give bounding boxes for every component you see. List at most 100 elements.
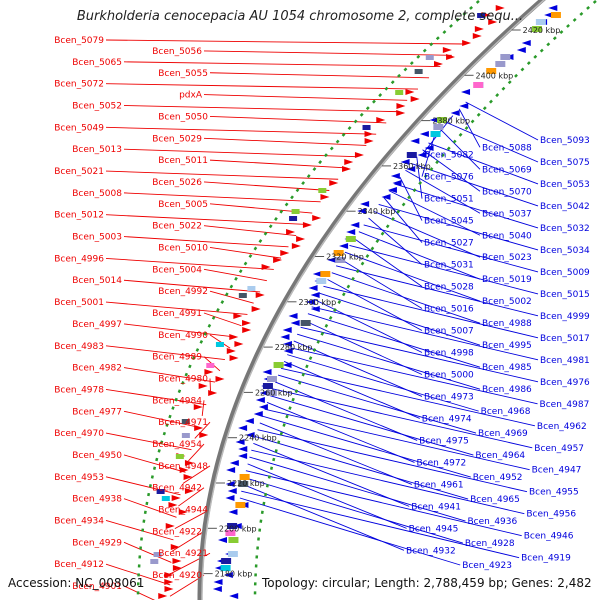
reverse-gene-label: Bcen_5019 (482, 275, 532, 285)
forward-gene-label: Bcen_5010 (158, 243, 208, 253)
forward-gene-arrow (164, 572, 174, 578)
forward-gene-arrow (273, 257, 283, 263)
reverse-label-connector (264, 408, 530, 471)
reverse-label-connector (446, 122, 539, 163)
reverse-label-connector (293, 340, 423, 397)
feature-block (291, 209, 300, 214)
forward-gene-arrow (171, 495, 181, 501)
forward-label-connector (209, 115, 387, 124)
feature-block (206, 363, 215, 368)
reverse-label-connector (275, 381, 418, 441)
reverse-gene-label: Bcen_4952 (473, 473, 523, 483)
forward-label-connector (105, 388, 207, 406)
feature-block (425, 55, 434, 60)
position-tick-label: 2420 kbp (523, 26, 561, 35)
reverse-label-connector (353, 238, 423, 287)
reverse-gene-arrow (417, 152, 427, 158)
reverse-label-connector (410, 163, 539, 207)
forward-label-connector (105, 432, 192, 451)
forward-gene-arrow (462, 40, 472, 46)
reverse-gene-label: Bcen_4946 (524, 532, 574, 542)
position-tick-label: 2240 kbp (239, 434, 277, 443)
forward-gene-label: Bcen_5013 (72, 145, 122, 155)
position-tick-label: 2300 kbp (298, 298, 336, 307)
reverse-label-connector (458, 108, 481, 148)
forward-label-connector (123, 192, 321, 203)
feature-block (395, 90, 404, 95)
forward-gene-arrow (354, 152, 364, 158)
forward-gene-label: Bcen_5065 (72, 58, 122, 68)
forward-gene-arrow (242, 320, 252, 326)
forward-gene-label: Bcen_4912 (54, 560, 104, 570)
forward-gene-arrow (229, 334, 239, 340)
forward-gene-label: Bcen_4929 (72, 538, 122, 548)
gene-labels: Bcen_5079 Bcen_5056 Bcen_5065 Bcen_5055 Bcen… (54, 36, 590, 592)
reverse-gene-arrow (253, 411, 263, 417)
forward-gene-arrow (405, 89, 415, 95)
reverse-gene-label: Bcen_5093 (540, 136, 590, 146)
reverse-label-connector (319, 292, 481, 346)
reverse-gene-label: Bcen_5015 (540, 290, 590, 300)
forward-gene-label: Bcen_4991 (152, 309, 202, 319)
forward-gene-label: Bcen_5001 (54, 298, 104, 308)
feature-block (333, 250, 344, 256)
forward-gene-label: Bcen_5050 (158, 112, 208, 122)
forward-gene-arrow (233, 313, 243, 319)
forward-gene-arrow (172, 565, 182, 571)
reverse-label-connector (262, 415, 471, 478)
forward-gene-label: Bcen_5052 (72, 102, 122, 112)
feature-block (220, 565, 231, 571)
reverse-label-connector (251, 449, 525, 515)
reverse-gene-arrow (548, 5, 558, 11)
feature-block (262, 383, 273, 389)
reverse-gene-arrow (258, 404, 268, 410)
forward-gene-label: Bcen_4983 (54, 342, 104, 352)
feature-block (300, 320, 311, 326)
reverse-label-connector (300, 326, 539, 383)
forward-gene-arrow (396, 103, 406, 109)
reverse-gene-label: Bcen_5002 (482, 297, 532, 307)
forward-gene-label: Bcen_4922 (152, 527, 202, 537)
forward-label-connector (105, 214, 305, 225)
forward-label-connector (203, 312, 242, 327)
reverse-gene-label: Bcen_4968 (481, 407, 531, 417)
reverse-gene-label: Bcen_4961 (414, 480, 464, 490)
forward-label-connector (105, 126, 377, 135)
position-tick-label: 2260 kbp (255, 388, 293, 397)
forward-gene-label: Bcen_4982 (72, 364, 122, 374)
position-tick-label: 2400 kbp (476, 71, 514, 80)
forward-gene-label: Bcen_4980 (158, 375, 208, 385)
forward-gene-label: Bcen_5003 (72, 233, 122, 243)
forward-gene-arrow (410, 96, 420, 102)
position-tick-label: 2220 kbp (227, 479, 265, 488)
reverse-gene-label: Bcen_4969 (478, 429, 528, 439)
feature-block (500, 54, 511, 60)
reverse-gene-arrow (255, 397, 265, 403)
reverse-gene-label: Bcen_5031 (424, 261, 474, 271)
reverse-label-connector (311, 306, 539, 361)
forward-gene-arrow (208, 390, 218, 396)
reverse-gene-label: Bcen_4987 (540, 400, 590, 410)
forward-gene-arrow (179, 467, 189, 473)
forward-label-connector (105, 257, 274, 270)
reverse-label-connector (272, 388, 533, 449)
forward-gene-label: Bcen_4901 (72, 582, 122, 592)
forward-label-connector (188, 443, 205, 462)
reverse-gene-arrow (381, 194, 391, 200)
reverse-gene-label: Bcen_5075 (540, 158, 590, 168)
backbone-arc (197, 0, 546, 600)
reverse-gene-arrow (360, 201, 370, 207)
forward-gene-label: Bcen_5012 (54, 211, 104, 221)
reverse-gene-arrow (280, 334, 290, 340)
feature-block (345, 236, 356, 242)
reverse-gene-arrow (544, 12, 554, 18)
feature-block (181, 433, 190, 438)
reverse-gene-arrow (308, 285, 318, 291)
reverse-label-connector (249, 456, 466, 522)
forward-gene-arrow (165, 523, 175, 529)
forward-gene-arrow (291, 243, 301, 249)
forward-gene-label: Bcen_4934 (54, 516, 104, 526)
forward-label-connector (123, 148, 357, 158)
feature-block (238, 293, 247, 298)
reverse-label-connector (416, 156, 423, 199)
